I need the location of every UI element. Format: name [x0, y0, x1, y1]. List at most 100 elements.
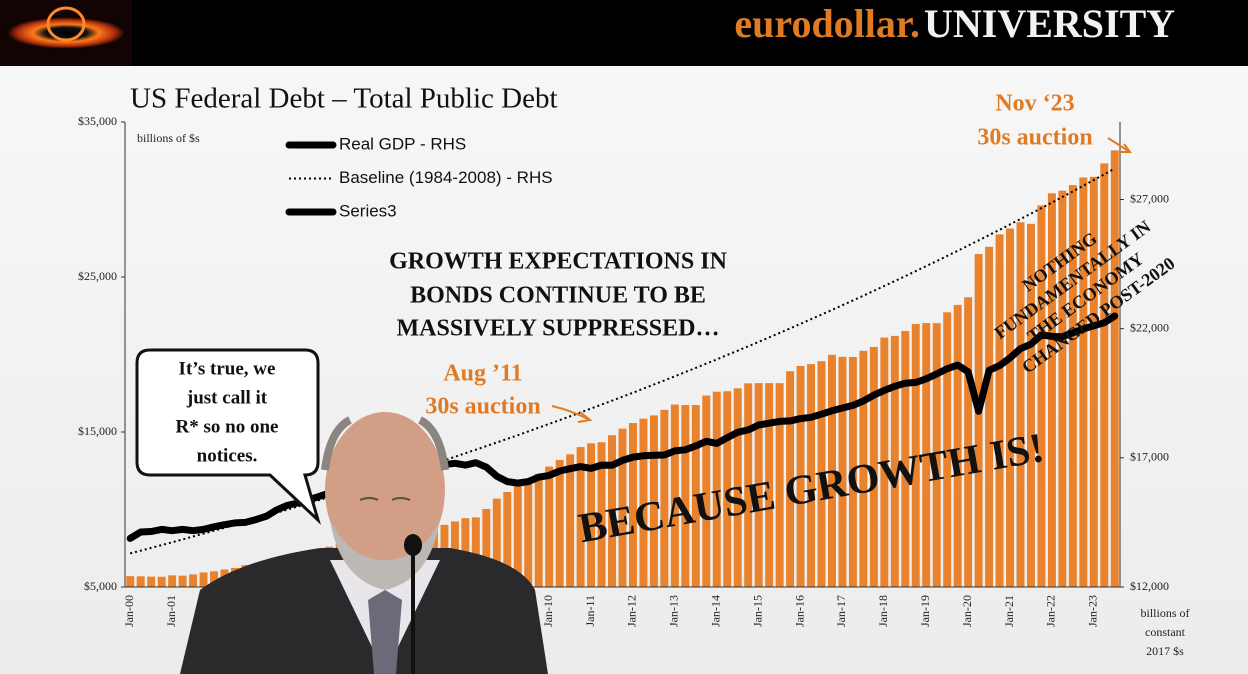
bar: [157, 576, 166, 587]
y2-tick-label: $27,000: [1130, 191, 1169, 205]
legend-label: Series3: [339, 201, 397, 220]
y2-tick-label: $22,000: [1130, 320, 1169, 334]
bar: [827, 354, 836, 587]
arrow: [551, 405, 593, 423]
bar: [911, 323, 920, 587]
brand-left: eurodollar.: [734, 1, 920, 46]
bar: [964, 297, 973, 587]
bar: [126, 576, 135, 587]
bar: [210, 571, 219, 587]
header-bar: [0, 0, 1248, 66]
x-tick-label: Jan-20: [960, 595, 974, 627]
bar: [660, 409, 669, 587]
x-tick-label: Jan-19: [918, 595, 932, 627]
bubble-text: R* so no one: [176, 416, 279, 437]
bar: [178, 575, 187, 587]
bar: [513, 485, 522, 587]
bar: [953, 304, 962, 587]
legend-label: Real GDP - RHS: [339, 134, 466, 153]
bar: [1100, 163, 1109, 587]
x-tick-label: Jan-10: [541, 595, 555, 627]
bar: [555, 459, 564, 587]
aug11-note: 30s auction: [425, 394, 540, 420]
bubble-text: It’s true, we: [179, 358, 276, 379]
bar: [503, 491, 512, 587]
bar: [807, 364, 816, 587]
speech-bubble: It’s true, we just call it R* so no one …: [135, 348, 321, 525]
aug11-note: Aug ’11: [443, 361, 522, 387]
bar: [995, 234, 1004, 587]
chart-title: US Federal Debt – Total Public Debt: [130, 83, 558, 115]
bar: [147, 576, 156, 587]
y-tick-label: $15,000: [78, 424, 117, 438]
y2-unit: billions of: [1140, 606, 1189, 620]
bar: [649, 415, 658, 587]
bar: [775, 383, 784, 587]
bar: [733, 388, 742, 587]
bar: [471, 517, 480, 587]
bar: [932, 323, 941, 587]
brand-right: UNIVERSITY: [924, 1, 1175, 46]
headline: BONDS CONTINUE TO BE: [410, 283, 706, 309]
x-tick-label: Jan-17: [834, 595, 848, 627]
bar: [524, 479, 533, 587]
bar: [670, 404, 679, 587]
x-tick-label: Jan-21: [1002, 595, 1016, 627]
nov23-note: 30s auction: [977, 125, 1092, 151]
tie: [368, 590, 402, 674]
y2-tick-label: $17,000: [1130, 450, 1169, 464]
bar: [796, 365, 805, 587]
bar: [744, 383, 753, 587]
x-tick-label: Jan-00: [122, 595, 136, 627]
bar: [566, 454, 575, 587]
y-tick-label: $35,000: [78, 114, 117, 128]
bar: [922, 323, 931, 587]
bubble-text: notices.: [197, 445, 258, 466]
logo: [6, 17, 126, 49]
microphone: [404, 534, 422, 556]
bar: [765, 383, 774, 587]
headline: MASSIVELY SUPPRESSED…: [397, 316, 720, 342]
bar: [136, 576, 145, 587]
x-tick-label: Jan-14: [709, 595, 723, 627]
y-tick-label: $5,000: [84, 579, 117, 593]
bar: [712, 391, 721, 587]
bar: [869, 346, 878, 587]
legend-label: Baseline (1984-2008) - RHS: [339, 168, 553, 187]
bubble-shape: [135, 348, 321, 525]
headline: GROWTH EXPECTATIONS IN: [389, 249, 727, 275]
bar: [1006, 228, 1015, 588]
bar: [587, 443, 596, 587]
bar: [702, 395, 711, 587]
eyes: [359, 497, 411, 501]
bar: [838, 356, 847, 587]
bar: [639, 418, 648, 587]
bar: [492, 498, 501, 587]
speaker-photo: [180, 412, 548, 674]
bar: [890, 335, 899, 587]
bar: [859, 350, 868, 587]
bar: [754, 383, 763, 587]
bar: [817, 361, 826, 587]
x-tick-label: Jan-23: [1086, 595, 1100, 627]
bar: [1047, 193, 1056, 588]
x-tick-label: Jan-16: [792, 595, 806, 627]
bar: [618, 428, 627, 587]
y2-unit: 2017 $s: [1146, 644, 1184, 658]
bar: [597, 442, 606, 587]
bar: [943, 312, 952, 587]
y2-unit: constant: [1145, 625, 1186, 639]
bar: [848, 356, 857, 587]
bar: [985, 246, 994, 587]
bar: [189, 574, 198, 587]
bar: [1068, 185, 1077, 587]
y-tick-label: $25,000: [78, 269, 117, 283]
bar: [168, 575, 177, 587]
plot: $5,000 $15,000 $25,000 $35,000 $12,000 $17,00…: [78, 114, 1169, 627]
bar: [974, 254, 983, 587]
bubble-text: just call it: [186, 387, 268, 408]
bar: [1058, 190, 1067, 588]
bar: [901, 330, 910, 587]
bar: [681, 405, 690, 587]
